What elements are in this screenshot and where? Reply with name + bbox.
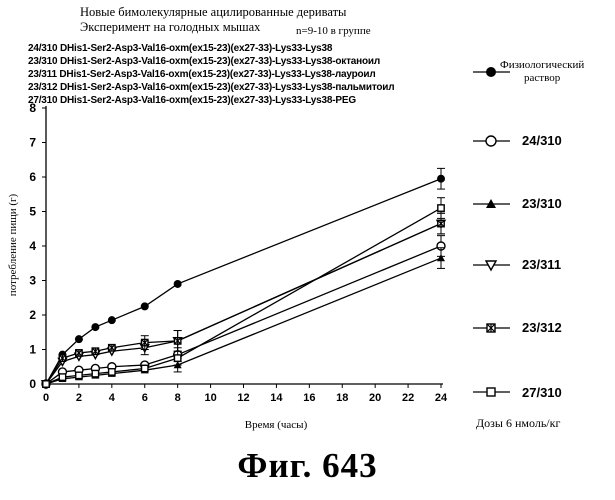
- data-point: [75, 335, 83, 343]
- data-point: [109, 369, 115, 375]
- x-tick-label: 0: [43, 392, 49, 404]
- x-tick-label: 8: [175, 392, 181, 404]
- y-axis-label: потребление пищи (г): [7, 193, 19, 296]
- series-5: [43, 198, 445, 387]
- legend-symbol: [486, 67, 496, 77]
- series-0: [42, 168, 445, 388]
- data-point: [59, 355, 65, 361]
- data-point: [108, 316, 116, 324]
- y-tick-label: 2: [29, 308, 36, 322]
- y-tick-label: 0: [29, 377, 36, 391]
- legend-label-24-310: 24/310: [522, 133, 562, 148]
- series-3: [42, 213, 445, 388]
- legend-symbol: [487, 324, 495, 332]
- legend-phys-line1: Физиологический: [500, 59, 584, 72]
- x-tick-label: 4: [109, 392, 116, 404]
- data-point: [142, 339, 148, 345]
- figure-caption: Фиг. 643: [0, 446, 615, 486]
- data-point: [174, 338, 180, 344]
- x-tick-label: 10: [204, 392, 216, 404]
- legend-label-27-310: 27/310: [522, 385, 562, 400]
- x-tick-label: 14: [270, 392, 283, 404]
- y-tick-label: 8: [29, 101, 36, 115]
- data-point: [437, 175, 445, 183]
- data-point: [109, 345, 115, 351]
- legend-marker-2: [473, 199, 510, 208]
- legend-symbol: [486, 136, 496, 146]
- data-point: [91, 323, 99, 331]
- x-tick-label: 16: [303, 392, 315, 404]
- data-point: [142, 365, 148, 371]
- legend-marker-4: [473, 324, 510, 332]
- data-point: [437, 254, 445, 261]
- legend-marker-1: [473, 136, 510, 146]
- data-point: [438, 205, 444, 211]
- x-tick-label: 22: [402, 392, 414, 404]
- legend-label-23-310: 23/310: [522, 196, 562, 211]
- series-line: [46, 224, 441, 384]
- y-tick-label: 1: [29, 343, 36, 357]
- y-tick-label: 3: [29, 274, 36, 288]
- series-line: [46, 208, 441, 384]
- series-line: [46, 224, 441, 384]
- legend-label-23-311: 23/311: [522, 257, 561, 272]
- y-tick-label: 4: [29, 239, 36, 253]
- data-point: [59, 374, 65, 380]
- legend-marker-3: [473, 261, 510, 270]
- data-point: [76, 372, 82, 378]
- series-line: [46, 246, 441, 384]
- y-tick-label: 6: [29, 170, 36, 184]
- data-point: [141, 302, 149, 310]
- y-tick-label: 7: [29, 136, 36, 150]
- data-point: [76, 350, 82, 356]
- legend-label-23-312: 23/312: [522, 320, 562, 335]
- data-point: [438, 220, 444, 226]
- data-point: [92, 348, 98, 354]
- x-tick-label: 24: [435, 392, 448, 404]
- legend-symbol: [487, 388, 495, 396]
- x-tick-label: 18: [336, 392, 348, 404]
- data-point: [43, 381, 49, 387]
- legend-phys-line2: раствор: [500, 72, 584, 85]
- x-tick-label: 20: [369, 392, 381, 404]
- legend-label-phys: Физиологический раствор: [500, 59, 584, 85]
- doses-note: Дозы 6 нмоль/кг: [476, 416, 560, 431]
- data-point: [174, 355, 180, 361]
- data-point: [92, 370, 98, 376]
- x-tick-label: 12: [237, 392, 249, 404]
- data-point: [174, 280, 182, 288]
- x-tick-label: 2: [76, 392, 82, 404]
- x-axis-label: Время (часы): [245, 419, 308, 431]
- series-4: [43, 213, 445, 387]
- y-tick-label: 5: [29, 205, 36, 219]
- legend-marker-5: [473, 388, 510, 396]
- x-tick-label: 6: [142, 392, 148, 404]
